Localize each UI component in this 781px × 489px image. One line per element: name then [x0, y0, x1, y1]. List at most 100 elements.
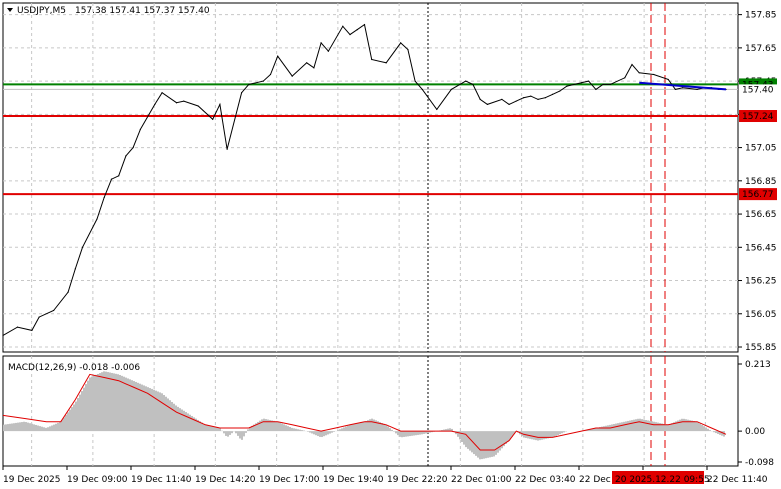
price-tick-label: 156.45: [745, 243, 777, 253]
price-point: [508, 103, 510, 105]
price-point: [226, 148, 228, 150]
price-point: [110, 178, 113, 180]
price-point: [551, 93, 554, 96]
price-point: [421, 88, 423, 91]
price-tick-label: 155.85: [745, 343, 777, 353]
price-tick-label: 157.65: [745, 44, 777, 54]
time-tick-label: 19 Dec 19:40: [323, 475, 384, 485]
highlight-time-label: 20 2025.12.22 09:55: [615, 475, 710, 485]
price-point: [175, 102, 178, 104]
price-point: [67, 291, 69, 293]
price-point: [501, 98, 503, 100]
price-point: [139, 128, 141, 130]
time-tick-label: 19 Dec 17:00: [259, 475, 320, 485]
price-point: [103, 196, 105, 199]
price-point: [414, 80, 416, 82]
price-point: [16, 326, 19, 328]
main-panel-frame: [2, 2, 739, 353]
price-point: [515, 100, 517, 102]
current-price-bg: [739, 84, 777, 95]
price-tick-label: 156.25: [745, 277, 777, 287]
macd-title: MACD(12,26,9) -0.018 -0.006: [8, 363, 140, 373]
price-point: [559, 90, 561, 92]
price-point: [212, 118, 214, 120]
price-point: [320, 42, 322, 44]
current-price-label: 157.40: [742, 85, 774, 95]
time-tick-label: 22 Dec 11:40: [707, 475, 768, 485]
trend-segment: [639, 81, 727, 91]
price-point: [154, 103, 156, 105]
price-point: [602, 83, 604, 86]
price-point: [277, 55, 279, 57]
price-point: [53, 309, 55, 312]
price-point: [450, 88, 452, 91]
price-point: [385, 62, 387, 64]
price-point: [537, 98, 539, 100]
price-point: [183, 100, 185, 102]
price-point: [74, 268, 76, 270]
price-point: [609, 83, 611, 86]
price-point: [313, 67, 315, 69]
level-label-bg: [739, 188, 777, 201]
price-point: [400, 42, 402, 44]
price-point: [522, 97, 525, 99]
price-point: [248, 83, 250, 86]
price-point: [349, 33, 351, 36]
price-point: [595, 88, 597, 91]
price-tick-label: 157.05: [745, 144, 777, 154]
price-point: [674, 88, 676, 91]
price-point: [653, 73, 655, 76]
ohlc-label: 157.38 157.41 157.37 157.40: [75, 6, 210, 16]
price-tick-label: 156.65: [745, 210, 777, 220]
price-point: [580, 82, 583, 84]
price-tick-label: 156.05: [745, 310, 777, 320]
level-label: 157.24: [742, 112, 774, 122]
price-point: [436, 108, 438, 110]
price-point: [407, 48, 409, 51]
price-point: [96, 218, 98, 220]
level-label-bg: [739, 110, 777, 123]
price-point: [306, 62, 308, 64]
price-point: [696, 88, 698, 91]
price-point: [38, 316, 40, 318]
highlight-time-bg: [612, 471, 704, 484]
price-point: [667, 78, 669, 81]
price-point: [566, 85, 568, 87]
macd-tick-label: 0.00: [745, 427, 765, 437]
price-point: [81, 246, 84, 248]
price-point: [530, 95, 532, 97]
price-point: [544, 97, 546, 99]
price-point: [638, 72, 640, 74]
collapse-triangle-icon: [7, 8, 13, 12]
price-point: [479, 98, 481, 100]
price-tick-label: 156.85: [745, 177, 777, 187]
price-point: [363, 24, 366, 26]
time-tick-label: 22 Dec 01:00: [451, 475, 512, 485]
price-point: [465, 80, 467, 82]
price-point: [342, 25, 344, 27]
price-point: [472, 83, 474, 86]
macd-tick-label: 0.213: [745, 360, 771, 370]
price-point: [371, 58, 373, 61]
time-tick-label: 19 Dec 11:40: [131, 475, 192, 485]
time-tick-label: 22 Dec 06:20: [579, 475, 640, 485]
macd-tick-label: -0.098: [745, 458, 774, 468]
price-point: [486, 103, 489, 105]
price-point: [240, 92, 243, 94]
symbol-label: USDJPY,M5: [17, 6, 66, 16]
price-point: [161, 92, 163, 94]
price-point: [118, 175, 120, 177]
price-point: [327, 50, 329, 52]
time-tick-label: 19 Dec 2025: [3, 475, 61, 485]
macd-panel-frame: [2, 355, 739, 467]
price-point: [125, 155, 127, 157]
level-label: 156.77: [742, 190, 774, 200]
price-point: [269, 73, 272, 76]
time-tick-label: 22 Dec 03:40: [515, 475, 576, 485]
price-point: [2, 334, 4, 336]
price-point: [356, 28, 358, 31]
price-point: [631, 63, 633, 66]
price-point: [262, 80, 264, 82]
price-point: [219, 103, 221, 105]
